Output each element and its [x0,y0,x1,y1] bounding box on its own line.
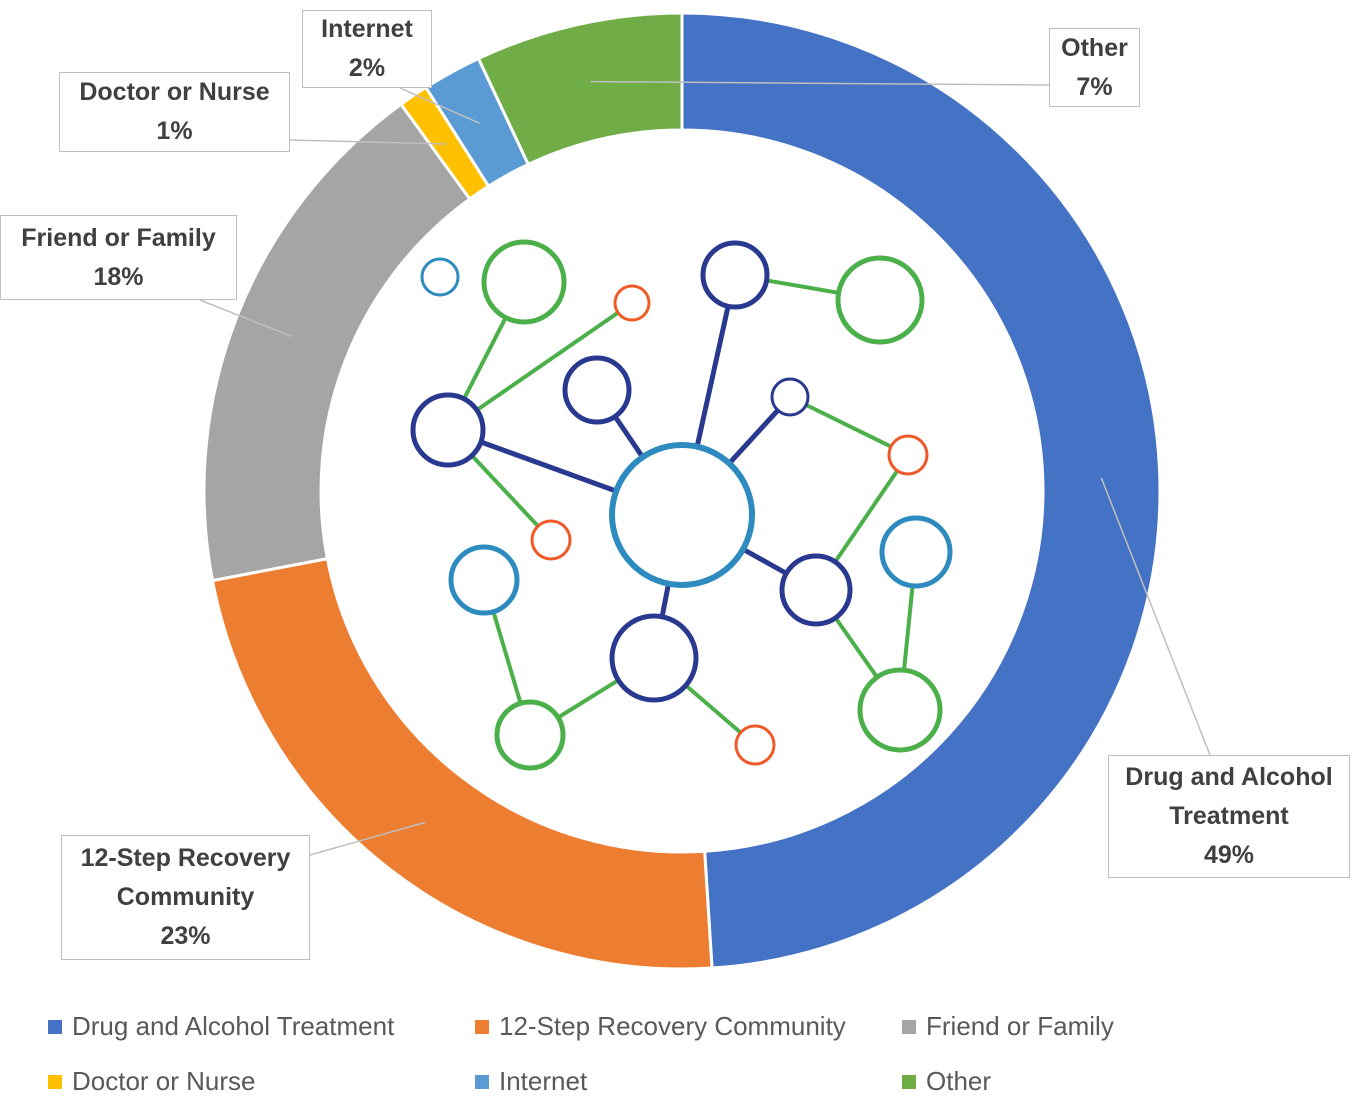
legend-item: 12-Step Recovery Community [475,1011,846,1042]
legend-label: Drug and Alcohol Treatment [72,1011,394,1042]
legend-item: Friend or Family [902,1011,1114,1042]
label-value: 18% [7,258,230,297]
legend-swatch [902,1075,916,1089]
donut-slice [682,13,1160,968]
legend-swatch [475,1020,489,1034]
legend-label: Other [926,1066,991,1097]
legend-item: Drug and Alcohol Treatment [48,1011,394,1042]
label-category: Doctor or Nurse [66,73,283,112]
label-category: 12-Step Recovery Community [68,839,303,917]
legend-label: 12-Step Recovery Community [499,1011,846,1042]
donut-slice [204,104,470,580]
network-illustration [413,242,950,768]
legend-swatch [475,1075,489,1089]
label-value: 7% [1056,68,1133,107]
legend-swatch [902,1020,916,1034]
legend-label: Internet [499,1066,587,1097]
label-value: 2% [309,49,425,88]
label-category: Internet [309,10,425,49]
label-value: 1% [66,112,283,151]
legend-swatch [48,1075,62,1089]
legend-item: Doctor or Nurse [48,1066,256,1097]
label-value: 49% [1115,836,1343,875]
legend-item: Other [902,1066,991,1097]
legend-label: Doctor or Nurse [72,1066,256,1097]
legend: Drug and Alcohol Treatment 12-Step Recove… [0,1003,1357,1103]
legend-label: Friend or Family [926,1011,1114,1042]
legend-item: Internet [475,1066,587,1097]
label-category: Drug and Alcohol Treatment [1115,758,1343,836]
label-value: 23% [68,917,303,956]
legend-swatch [48,1020,62,1034]
label-category: Friend or Family [7,219,230,258]
label-category: Other [1056,29,1133,68]
page: {"chart_data": {"type": "donut", "catego… [0,0,1357,1103]
